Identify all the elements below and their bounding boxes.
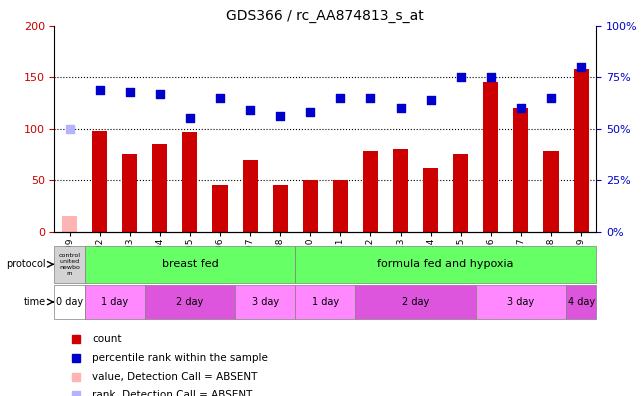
Point bbox=[335, 95, 345, 101]
Bar bbox=[566, 285, 596, 319]
Bar bbox=[483, 82, 498, 232]
Point bbox=[245, 107, 255, 113]
Text: 1 day: 1 day bbox=[312, 297, 339, 307]
Bar bbox=[212, 185, 228, 232]
Bar bbox=[54, 285, 85, 319]
Bar bbox=[574, 69, 588, 232]
Bar bbox=[363, 151, 378, 232]
Text: 2 day: 2 day bbox=[176, 297, 204, 307]
Bar bbox=[423, 168, 438, 232]
Text: protocol: protocol bbox=[6, 259, 46, 269]
Point bbox=[395, 105, 406, 111]
Point bbox=[546, 95, 556, 101]
Bar bbox=[296, 285, 355, 319]
Bar bbox=[355, 285, 476, 319]
Text: 3 day: 3 day bbox=[507, 297, 535, 307]
Text: count: count bbox=[92, 334, 122, 344]
Bar bbox=[122, 154, 137, 232]
Point bbox=[275, 113, 285, 120]
Bar bbox=[513, 108, 528, 232]
Text: 4 day: 4 day bbox=[567, 297, 595, 307]
Point bbox=[426, 97, 436, 103]
Bar bbox=[544, 151, 558, 232]
Point bbox=[124, 88, 135, 95]
Text: 1 day: 1 day bbox=[101, 297, 128, 307]
Point bbox=[64, 126, 74, 132]
Point bbox=[154, 91, 165, 97]
Text: percentile rank within the sample: percentile rank within the sample bbox=[92, 353, 269, 363]
Point bbox=[576, 64, 587, 70]
Bar bbox=[272, 185, 288, 232]
Text: rank, Detection Call = ABSENT: rank, Detection Call = ABSENT bbox=[92, 390, 253, 396]
Bar bbox=[85, 285, 145, 319]
Title: GDS366 / rc_AA874813_s_at: GDS366 / rc_AA874813_s_at bbox=[226, 10, 424, 23]
Text: breast fed: breast fed bbox=[162, 259, 219, 269]
Bar bbox=[242, 160, 258, 232]
Bar bbox=[145, 285, 235, 319]
Bar bbox=[92, 131, 107, 232]
Point bbox=[365, 95, 376, 101]
Bar bbox=[85, 246, 296, 283]
Text: formula fed and hypoxia: formula fed and hypoxia bbox=[378, 259, 514, 269]
Bar bbox=[476, 285, 566, 319]
Point bbox=[185, 115, 195, 122]
Bar bbox=[393, 149, 408, 232]
Bar bbox=[235, 285, 296, 319]
Text: 2 day: 2 day bbox=[402, 297, 429, 307]
Bar bbox=[183, 132, 197, 232]
Text: time: time bbox=[23, 297, 46, 307]
Bar bbox=[303, 180, 318, 232]
Point bbox=[486, 74, 496, 80]
Point bbox=[516, 105, 526, 111]
Text: 3 day: 3 day bbox=[251, 297, 279, 307]
Point bbox=[215, 95, 225, 101]
Text: 0 day: 0 day bbox=[56, 297, 83, 307]
Bar bbox=[62, 216, 77, 232]
Text: control
united
newbo
rn: control united newbo rn bbox=[58, 253, 81, 276]
Bar bbox=[453, 154, 468, 232]
Bar bbox=[296, 246, 596, 283]
Bar bbox=[153, 144, 167, 232]
Bar bbox=[333, 180, 348, 232]
Point bbox=[305, 109, 315, 115]
Point bbox=[456, 74, 466, 80]
Point bbox=[94, 86, 104, 93]
Text: value, Detection Call = ABSENT: value, Detection Call = ABSENT bbox=[92, 372, 258, 382]
Bar bbox=[54, 246, 85, 283]
